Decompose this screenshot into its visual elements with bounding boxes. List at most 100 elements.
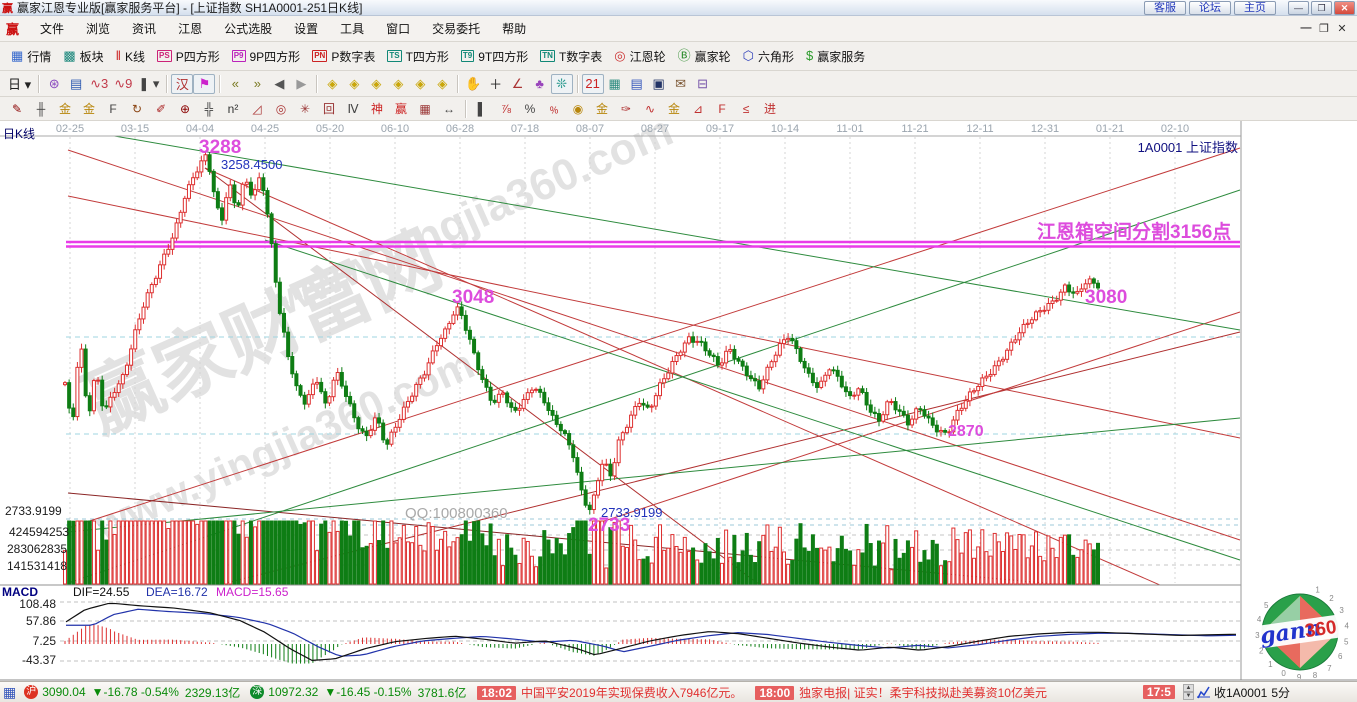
draw-pen[interactable]: ✎ (5, 100, 29, 118)
draw-pen2[interactable]: ✑ (614, 100, 638, 118)
mdi-restore-button[interactable]: ❐ (1319, 23, 1329, 35)
tool-go-first[interactable]: « (224, 74, 246, 94)
draw-brush[interactable]: ✐ (149, 100, 173, 118)
tool-save[interactable]: ▣ (648, 74, 670, 94)
tool-go-last[interactable]: » (246, 74, 268, 94)
tool-report[interactable]: ▤ (65, 74, 87, 94)
draw-gold-line[interactable]: 金 (590, 100, 614, 118)
draw-percent[interactable]: % (518, 100, 542, 118)
tool-hand[interactable]: ✋ (462, 74, 484, 94)
draw-n-square[interactable]: n² (221, 100, 245, 118)
draw-wave-iv[interactable]: Ⅳ (341, 100, 365, 118)
menu-窗口[interactable]: 窗口 (375, 19, 421, 39)
mdi-close-button[interactable]: ✕ (1337, 23, 1347, 35)
menu-资讯[interactable]: 资讯 (121, 19, 167, 39)
toolbar-p-table[interactable]: PN P数字表 (306, 45, 381, 67)
tool-zoom-right[interactable]: ◈ (343, 74, 365, 94)
toolbar-9t-square[interactable]: T9 9T四方形 (455, 45, 534, 67)
news-text-2[interactable]: 独家电报| 证实！柔宇科技拟赴美募资10亿美元 (799, 685, 1047, 700)
draw-square-target[interactable]: 回 (317, 100, 341, 118)
draw-shen[interactable]: 神 (365, 100, 389, 118)
draw-fib-f[interactable]: F (101, 100, 125, 118)
draw-angle-line[interactable]: ⊿ (686, 100, 710, 118)
draw-grid-123[interactable]: ▦ (413, 100, 437, 118)
menu-公式选股[interactable]: 公式选股 (213, 19, 283, 39)
draw-wave-a[interactable]: ∿ (638, 100, 662, 118)
draw-gold-2[interactable]: 金 (662, 100, 686, 118)
menu-浏览[interactable]: 浏览 (75, 19, 121, 39)
restore-button[interactable]: ❐ (1311, 0, 1332, 15)
toolbar-winner-wheel[interactable]: Ⓑ 赢家轮 (672, 45, 737, 67)
menu-交易委托[interactable]: 交易委托 (421, 19, 491, 39)
tool-calendar-21[interactable]: 21 (581, 73, 604, 94)
draw-gold-circle[interactable]: ◉ (566, 100, 590, 118)
toolbar-p-square[interactable]: PS P四方形 (151, 45, 226, 67)
tool-candle-style[interactable]: ❚ ▾ (135, 74, 162, 94)
tool-zoom-all[interactable]: ◈ (409, 74, 431, 94)
menu-设置[interactable]: 设置 (283, 19, 329, 39)
ticker-down-button[interactable]: ▼ (1182, 692, 1194, 700)
draw-gann-circle[interactable]: ⊕ (173, 100, 197, 118)
draw-spiral[interactable]: ↻ (125, 100, 149, 118)
mdi-minimize-button[interactable]: — (1300, 22, 1312, 34)
draw-gold-section[interactable]: 金 (53, 100, 77, 118)
tool-zoom-left[interactable]: ◈ (321, 74, 343, 94)
tool-zoom-out[interactable]: ◈ (365, 74, 387, 94)
toolbar-hexagon[interactable]: ⬡ 六角形 (737, 45, 800, 67)
tool-gann-net[interactable]: ⊛ (43, 74, 65, 94)
toolbar-t-square[interactable]: TS T四方形 (381, 45, 455, 67)
tool-flag[interactable]: ⚑ (193, 73, 216, 94)
menu-文件[interactable]: 文件 (29, 19, 75, 39)
tool-notes[interactable]: ▤ (626, 74, 648, 94)
quote-grid-icon[interactable]: ▦ (3, 683, 17, 700)
tool-angle[interactable]: ∠ (507, 74, 529, 94)
draw-gann-grid[interactable]: ╫ (29, 100, 53, 118)
toolbar-t-table[interactable]: TN T数字表 (534, 45, 608, 67)
draw-f-angle[interactable]: F (710, 100, 734, 118)
draw-triangle-tool[interactable]: ◿ (245, 100, 269, 118)
news-text-1[interactable]: 中国平安2019年实现保费收入7946亿元。 (521, 685, 743, 700)
toolbar-quotes[interactable]: ▦ 行情 (5, 45, 57, 67)
draw-gold-box[interactable]: 金 (77, 100, 101, 118)
ticker-up-button[interactable]: ▲ (1182, 684, 1194, 692)
draw-pct-7[interactable]: ⅞ (494, 100, 518, 118)
tool-zoom-fit[interactable]: ◈ (431, 74, 453, 94)
toolbar-9p-square[interactable]: P9 9P四方形 (226, 45, 306, 67)
toolbar-sectors[interactable]: ▩ 板块 (57, 45, 109, 67)
tool-mail[interactable]: ✉ (670, 74, 692, 94)
close-button[interactable]: ✕ (1334, 0, 1355, 15)
tool-go-prev[interactable]: ◀ (268, 74, 290, 94)
tool-tree[interactable]: ♣ (529, 74, 551, 94)
toolbar-kline[interactable]: ‖ K线 (110, 45, 151, 67)
toolbar-gann-wheel[interactable]: ◎ 江恩轮 (608, 45, 671, 67)
draw-ying[interactable]: 赢 (389, 100, 413, 118)
titlebar-button-service[interactable]: 客服 (1144, 1, 1186, 15)
draw-width-tool[interactable]: ↔ (437, 100, 461, 118)
tool-zoom-in[interactable]: ◈ (387, 74, 409, 94)
tool-crosshair[interactable]: ＋ (485, 74, 507, 94)
menu-工具[interactable]: 工具 (329, 19, 375, 39)
draw-lte-tool[interactable]: ≤ (734, 100, 758, 118)
minimize-button[interactable]: — (1288, 0, 1309, 15)
draw-advance[interactable]: 进 (758, 100, 782, 118)
draw-star-tool[interactable]: ✳ (293, 100, 317, 118)
toolbar-winner-service[interactable]: $ 赢家服务 (800, 45, 871, 67)
kline-chart-canvas[interactable] (0, 121, 1357, 681)
draw-grid-tool[interactable]: ╬ (197, 100, 221, 118)
titlebar-button-forum[interactable]: 论坛 (1189, 1, 1231, 15)
tool-print[interactable]: ⊟ (692, 74, 714, 94)
menu-江恩[interactable]: 江恩 (167, 19, 213, 39)
draw-target[interactable]: ◎ (269, 100, 293, 118)
menu-帮助[interactable]: 帮助 (491, 19, 537, 39)
tool-period-day[interactable]: 日 ▾ (5, 74, 34, 94)
tool-hanzi[interactable]: 汉 (171, 73, 194, 94)
tool-calculator[interactable]: ▦ (604, 74, 626, 94)
tool-wave-9[interactable]: ∿9 (111, 74, 135, 94)
draw-pct-line[interactable]: ﹪ (542, 100, 566, 118)
tool-go-next[interactable]: ▶ (290, 74, 312, 94)
shenzhen-index-icon: 深 (250, 685, 265, 699)
titlebar-button-home[interactable]: 主页 (1234, 1, 1276, 15)
tool-wave-3[interactable]: ∿3 (87, 74, 111, 94)
draw-hist-tool[interactable]: ▌ (470, 100, 494, 118)
tool-brain[interactable]: ❊ (550, 73, 573, 94)
